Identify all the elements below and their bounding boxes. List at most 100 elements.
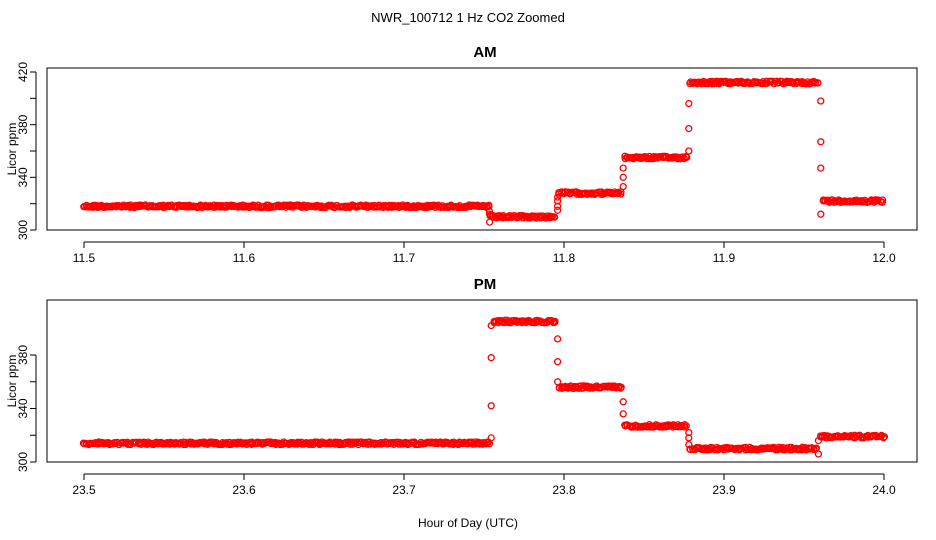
panel-pm: PM Licor ppm 23.5 23.6 23.7 23.8 23.9 24.0 300… — [5, 276, 918, 497]
figure-xlabel: Hour of Day (UTC) — [418, 516, 518, 530]
am-transition-point — [485, 207, 494, 216]
pm-y-tick-label: 340 — [16, 398, 30, 418]
am-transition-point — [553, 197, 562, 205]
panel-pm-axes: 23.5 23.6 23.7 23.8 23.9 24.0 300 340 380 — [16, 345, 896, 497]
am-x-tick-label: 11.5 — [73, 251, 96, 265]
am-transition-point — [817, 210, 825, 218]
pm-y-tick-label: 380 — [16, 345, 30, 365]
pm-data-point — [110, 438, 119, 447]
pm-data-point — [202, 439, 211, 447]
am-transition-point — [553, 193, 562, 201]
am-data-point — [728, 78, 736, 86]
pm-transition-point — [487, 321, 495, 330]
am-data-point — [405, 203, 413, 212]
panel-pm-ylabel: Licor ppm — [5, 355, 19, 408]
pm-data-point — [482, 440, 491, 448]
pm-data-point — [551, 317, 559, 326]
am-transition-point — [685, 147, 693, 155]
am-transition-point — [817, 138, 825, 146]
pm-data-point — [319, 439, 327, 448]
pm-x-tick-label: 23.5 — [72, 483, 96, 497]
pm-data-point — [872, 433, 881, 441]
pm-data-point — [305, 440, 313, 448]
am-data-point — [763, 77, 771, 85]
am-data-point — [811, 79, 819, 87]
pm-data-point — [119, 438, 127, 447]
am-transition-point — [685, 99, 693, 108]
pm-transition-point — [685, 434, 693, 442]
am-y-tick-label: 300 — [16, 220, 30, 240]
am-transition-point — [619, 182, 627, 191]
am-x-tick-label: 11.7 — [393, 251, 416, 265]
am-x-tick-label: 11.9 — [713, 251, 736, 265]
pm-x-tick-label: 23.6 — [232, 483, 256, 497]
am-y-tick-label: 420 — [16, 62, 30, 82]
pm-data-point — [880, 433, 889, 441]
pm-transition-point — [814, 450, 823, 458]
pm-x-tick-label: 23.9 — [712, 483, 736, 497]
pm-data-point — [390, 438, 398, 447]
pm-y-tick-label: 300 — [16, 452, 30, 472]
panel-pm-points — [79, 316, 889, 458]
pm-transition-point — [814, 436, 823, 445]
panel-am: AM Licor ppm 11.5 11.6 11.7 11.8 11.9 12.0 300… — [5, 44, 918, 265]
pm-data-point — [732, 445, 740, 453]
panel-am-frame — [46, 67, 918, 231]
pm-transition-point — [685, 428, 693, 437]
pm-data-point — [185, 438, 193, 447]
am-x-tick-label: 11.6 — [233, 251, 256, 265]
panel-am-title: AM — [473, 44, 496, 61]
pm-transition-point — [685, 440, 693, 449]
am-x-tick-label: 12.0 — [872, 251, 896, 265]
am-data-point — [814, 79, 822, 87]
am-transition-point — [817, 164, 825, 172]
pm-transition-point — [553, 358, 562, 366]
am-transition-point — [685, 124, 693, 133]
pm-x-tick-label: 23.8 — [552, 483, 576, 497]
am-data-point — [878, 198, 887, 206]
am-transition-point — [485, 210, 494, 218]
figure-title: NWR_100712 1 Hz CO2 Zoomed — [371, 10, 565, 25]
am-transition-point — [619, 173, 627, 181]
panel-am-ylabel: Licor ppm — [5, 123, 19, 176]
am-transition-point — [553, 202, 562, 210]
pm-transition-point — [619, 398, 627, 406]
am-data-point — [528, 213, 536, 221]
pm-data-point — [682, 422, 690, 430]
am-data-point — [631, 154, 640, 162]
am-data-point — [547, 213, 556, 221]
am-y-tick-label: 380 — [16, 114, 30, 134]
pm-data-point — [540, 318, 548, 327]
pm-data-point — [616, 384, 625, 392]
am-data-point — [295, 201, 303, 209]
pm-data-point — [680, 421, 689, 429]
pm-data-point — [172, 439, 180, 447]
panel-pm-frame — [46, 299, 918, 463]
pm-data-point — [273, 440, 281, 448]
am-transition-point — [553, 206, 562, 214]
pm-transition-point — [487, 434, 495, 442]
am-y-tick-label: 340 — [16, 167, 30, 187]
am-data-point — [683, 153, 691, 162]
pm-transition-point — [553, 378, 562, 386]
pm-x-tick-label: 24.0 — [872, 483, 896, 497]
pm-data-point — [756, 445, 764, 453]
am-transition-point — [485, 218, 494, 226]
pm-transition-point — [487, 354, 495, 362]
am-transition-point — [619, 164, 627, 172]
am-data-point — [550, 213, 558, 221]
am-transition-point — [817, 97, 825, 105]
pm-transition-point — [619, 410, 627, 418]
pm-transition-point — [487, 402, 495, 410]
pm-x-tick-label: 23.7 — [392, 483, 416, 497]
panel-pm-title: PM — [474, 276, 497, 293]
panel-am-axes: 11.5 11.6 11.7 11.8 11.9 12.0 300 340 380 420 — [16, 62, 896, 265]
panel-am-points — [80, 77, 887, 226]
am-data-point — [717, 77, 725, 86]
pm-data-point — [761, 444, 769, 452]
pm-transition-point — [553, 335, 562, 343]
am-x-tick-label: 11.8 — [553, 251, 576, 265]
am-data-point — [745, 79, 754, 88]
pm-data-point — [879, 434, 888, 442]
